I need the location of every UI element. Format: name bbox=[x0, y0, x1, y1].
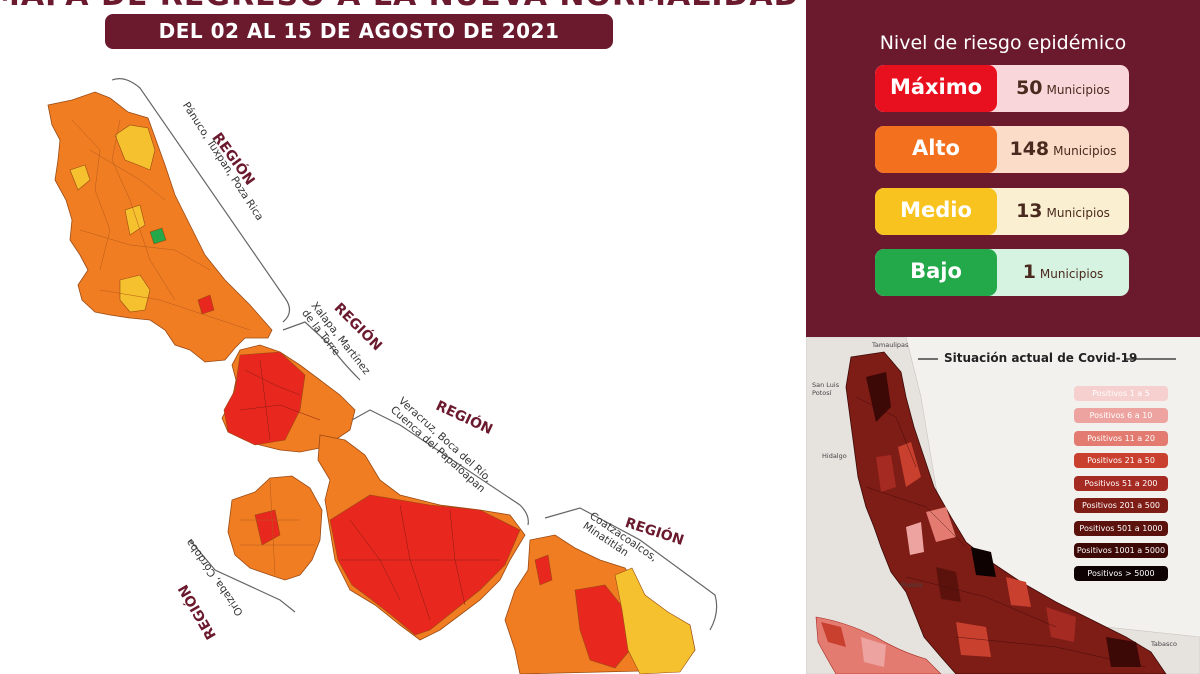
north-medio-area bbox=[114, 124, 156, 171]
risk-count-value: 1 bbox=[1022, 261, 1036, 283]
north-municipal-lines bbox=[71, 119, 251, 331]
risk-count-unit: Municipios bbox=[1053, 144, 1117, 158]
covid-veracruz-shape bbox=[845, 351, 1167, 674]
risk-level-name: Alto bbox=[875, 126, 997, 173]
covid-legend-item: Positivos 201 a 500 bbox=[1074, 498, 1168, 513]
north-medio-area-2 bbox=[119, 274, 151, 313]
risk-row-medio: Medio 13 Municipios bbox=[875, 188, 1129, 235]
covid-legend-item: Positivos 21 a 50 bbox=[1074, 453, 1168, 468]
covid-legend-item: Positivos 1001 a 5000 bbox=[1074, 543, 1168, 558]
risk-count-value: 13 bbox=[1016, 200, 1043, 222]
covid-legend-item: Positivos 6 a 10 bbox=[1074, 408, 1168, 423]
risk-level-count: 148 Municipios bbox=[997, 126, 1129, 173]
covid-legend-item: Positivos 51 a 200 bbox=[1074, 476, 1168, 491]
region-brackets bbox=[111, 78, 718, 631]
coatzacoalcos-maximo-area bbox=[574, 584, 631, 669]
risk-level-name: Máximo bbox=[875, 65, 997, 112]
risk-panel-title: Nivel de riesgo epidémico bbox=[879, 32, 1127, 54]
risk-level-count: 13 Municipios bbox=[997, 188, 1129, 235]
veracruz-municipal-lines bbox=[340, 504, 500, 621]
covid-legend-item: Positivos 11 a 20 bbox=[1074, 431, 1168, 446]
place-label: Tabasco bbox=[1151, 640, 1177, 648]
date-banner: DEL 02 AL 15 DE AGOSTO DE 2021 bbox=[105, 14, 613, 49]
covid-legend-item: Positivos 501 a 1000 bbox=[1074, 521, 1168, 536]
risk-count-unit: Municipios bbox=[1046, 206, 1110, 220]
coatzacoalcos-medio-area bbox=[614, 567, 696, 674]
north-medio-area-4 bbox=[124, 204, 146, 236]
covid-choropleth-map bbox=[806, 337, 1200, 674]
north-maximo-area bbox=[197, 294, 215, 315]
covid-municipal-lines bbox=[855, 396, 1147, 668]
place-label: Tamaulipas bbox=[872, 341, 909, 349]
place-label: Puebla bbox=[901, 581, 923, 589]
veracruz-risk-map bbox=[47, 78, 718, 674]
coatzacoalcos-maximo-area-2 bbox=[534, 554, 553, 586]
orizaba-municipal-lines bbox=[240, 479, 315, 576]
xalapa-maximo-area bbox=[223, 351, 306, 446]
covid-panel-title: Situación actual de Covid-19 bbox=[944, 351, 1138, 365]
place-label: San Luis Potosí bbox=[812, 381, 840, 397]
place-label: Hidalgo bbox=[822, 452, 847, 460]
risk-level-count: 1 Municipios bbox=[997, 249, 1129, 296]
risk-level-panel: Nivel de riesgo epidémico Máximo 50 Munic… bbox=[806, 0, 1200, 337]
risk-row-bajo: Bajo 1 Municipios bbox=[875, 249, 1129, 296]
north-bajo-area bbox=[149, 227, 167, 245]
covid-situation-panel: Situación actual de Covid-19 Positivos 1… bbox=[806, 337, 1200, 674]
covid-legend-item: Positivos > 5000 bbox=[1074, 566, 1168, 581]
risk-level-name: Medio bbox=[875, 188, 997, 235]
main-title: MAPA DE REGRESO A LA NUEVA NORMALIDAD bbox=[0, 0, 799, 13]
risk-level-count: 50 Municipios bbox=[997, 65, 1129, 112]
risk-count-unit: Municipios bbox=[1046, 83, 1110, 97]
risk-row-maximo: Máximo 50 Municipios bbox=[875, 65, 1129, 112]
risk-count-unit: Municipios bbox=[1039, 267, 1104, 281]
orizaba-maximo-area bbox=[254, 509, 281, 546]
risk-row-alto: Alto 148 Municipios bbox=[875, 126, 1129, 173]
risk-count-value: 50 bbox=[1016, 77, 1043, 99]
risk-count-value: 148 bbox=[1009, 138, 1050, 160]
north-region-shape bbox=[47, 91, 273, 363]
veracruz-maximo-area bbox=[329, 494, 521, 636]
covid-legend-item: Positivos 1 a 5 bbox=[1074, 386, 1168, 401]
xalapa-municipal-lines bbox=[239, 359, 321, 441]
north-medio-area-3 bbox=[69, 164, 91, 191]
risk-level-name: Bajo bbox=[875, 249, 997, 296]
